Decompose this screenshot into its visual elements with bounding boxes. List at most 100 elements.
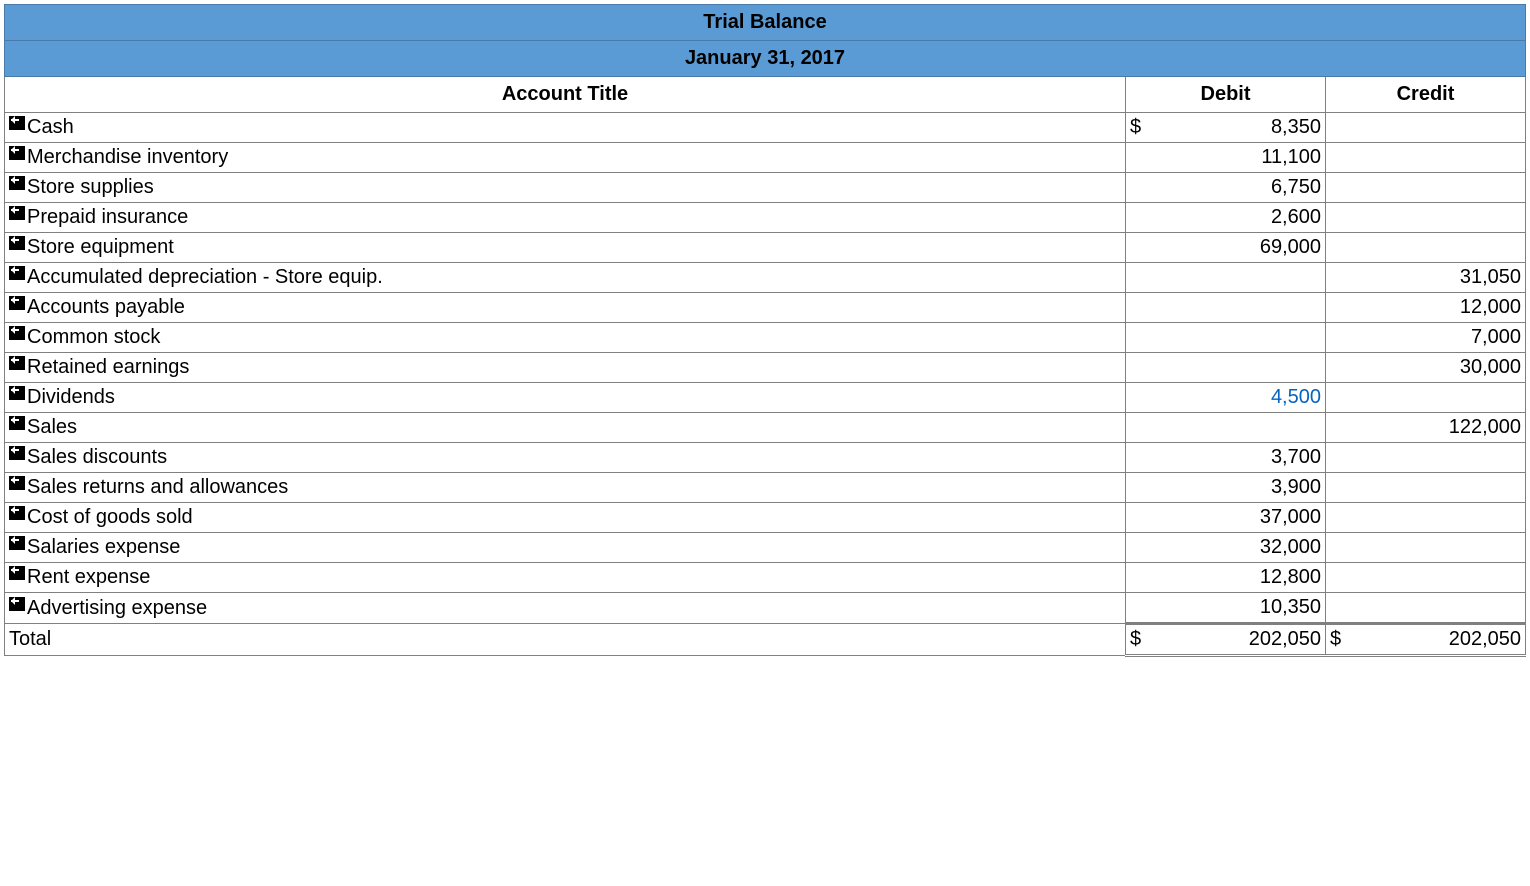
account-title: Sales returns and allowances [27,476,288,498]
reference-link-icon[interactable] [9,236,25,250]
debit-cell: 32,000 [1126,533,1326,563]
debit-cell [1126,323,1326,353]
table-row: Dividends 4,500 [5,383,1526,413]
debit-cell: 10,350 [1126,593,1326,624]
account-title-cell: Cash [5,113,1126,143]
account-title-cell: Sales returns and allowances [5,473,1126,503]
credit-cell [1326,443,1526,473]
table-row: Sales discounts 3,700 [5,443,1526,473]
credit-cell [1326,533,1526,563]
reference-link-icon[interactable] [9,506,25,520]
account-title: Accounts payable [27,296,185,318]
debit-cell: $8,350 [1126,113,1326,143]
account-title-cell: Accounts payable [5,293,1126,323]
credit-cell [1326,233,1526,263]
total-credit: $ 202,050 [1326,624,1526,656]
table-row: Salaries expense 32,000 [5,533,1526,563]
reference-link-icon[interactable] [9,326,25,340]
debit-cell [1126,353,1326,383]
total-row: Total $ 202,050 $ 202,050 [5,624,1526,656]
title-row-2: January 31, 2017 [5,41,1526,77]
reference-link-icon[interactable] [9,536,25,550]
reference-link-icon[interactable] [9,116,25,130]
table-row: Accumulated depreciation - Store equip. 3… [5,263,1526,293]
debit-value: 3,700 [1271,446,1321,468]
reference-link-icon[interactable] [9,296,25,310]
debit-cell: 4,500 [1126,383,1326,413]
reference-link-icon[interactable] [9,176,25,190]
debit-value: 11,100 [1261,146,1321,168]
column-header-row: Account Title Debit Credit [5,77,1526,113]
credit-cell: 122,000 [1326,413,1526,443]
reference-link-icon[interactable] [9,476,25,490]
trial-balance-table: Trial Balance January 31, 2017 Account T… [4,4,1526,657]
reference-link-icon[interactable] [9,146,25,160]
credit-cell [1326,173,1526,203]
account-title-cell: Rent expense [5,563,1126,593]
col-credit-header: Credit [1326,77,1526,113]
reference-link-icon[interactable] [9,356,25,370]
debit-value[interactable]: 4,500 [1271,386,1321,408]
debit-value: 2,600 [1271,206,1321,228]
credit-cell [1326,503,1526,533]
col-account-header: Account Title [5,77,1126,113]
debit-cell: 12,800 [1126,563,1326,593]
account-title-cell: Store equipment [5,233,1126,263]
table-row: Store equipment 69,000 [5,233,1526,263]
account-title: Accumulated depreciation - Store equip. [27,266,383,288]
table-row: Rent expense 12,800 [5,563,1526,593]
credit-cell [1326,143,1526,173]
debit-value: 37,000 [1260,506,1321,528]
account-title-cell: Merchandise inventory [5,143,1126,173]
account-title-cell: Advertising expense [5,593,1126,624]
table-row: Retained earnings 30,000 [5,353,1526,383]
account-title: Cost of goods sold [27,506,193,528]
account-title: Sales [27,416,77,438]
credit-cell [1326,203,1526,233]
reference-link-icon[interactable] [9,416,25,430]
account-title: Cash [27,116,74,138]
table-row: Common stock 7,000 [5,323,1526,353]
debit-cell: 11,100 [1126,143,1326,173]
account-title-cell: Retained earnings [5,353,1126,383]
debit-value: 32,000 [1260,536,1321,558]
debit-cell: 3,900 [1126,473,1326,503]
account-title: Dividends [27,386,115,408]
account-title: Advertising expense [27,597,207,619]
account-title-cell: Sales discounts [5,443,1126,473]
table-row: Cost of goods sold 37,000 [5,503,1526,533]
debit-value: 8,350 [1271,116,1321,138]
reference-link-icon[interactable] [9,597,25,611]
account-title-cell: Salaries expense [5,533,1126,563]
reference-link-icon[interactable] [9,566,25,580]
credit-value: 12,000 [1460,296,1521,318]
debit-cell [1126,413,1326,443]
table-row: Merchandise inventory 11,100 [5,143,1526,173]
credit-cell [1326,383,1526,413]
total-debit-value: 202,050 [1249,628,1321,650]
reference-link-icon[interactable] [9,446,25,460]
currency-symbol: $ [1330,628,1341,651]
total-credit-value: 202,050 [1449,628,1521,650]
col-debit-header: Debit [1126,77,1326,113]
reference-link-icon[interactable] [9,206,25,220]
reference-link-icon[interactable] [9,266,25,280]
account-title: Retained earnings [27,356,189,378]
currency-symbol: $ [1130,628,1141,651]
credit-value: 122,000 [1449,416,1521,438]
credit-value: 30,000 [1460,356,1521,378]
account-title: Salaries expense [27,536,180,558]
credit-cell: 31,050 [1326,263,1526,293]
debit-cell: 6,750 [1126,173,1326,203]
debit-value: 12,800 [1260,566,1321,588]
account-title-cell: Common stock [5,323,1126,353]
account-title: Merchandise inventory [27,146,228,168]
debit-value: 69,000 [1260,236,1321,258]
title-line-1: Trial Balance [5,5,1526,41]
reference-link-icon[interactable] [9,386,25,400]
credit-cell [1326,593,1526,624]
table-row: Sales returns and allowances 3,900 [5,473,1526,503]
total-debit: $ 202,050 [1126,624,1326,656]
credit-cell: 7,000 [1326,323,1526,353]
debit-value: 3,900 [1271,476,1321,498]
